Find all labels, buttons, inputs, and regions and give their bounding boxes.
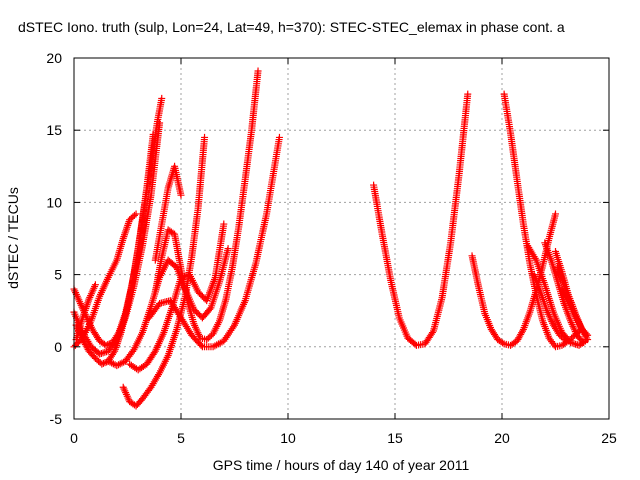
series-arc-4	[70, 210, 140, 351]
data-point	[584, 336, 592, 344]
series-arc-20	[558, 285, 592, 344]
series-arc-5	[72, 281, 99, 344]
data-point	[129, 347, 137, 355]
y-axis-label: dSTEC / TECUs	[5, 187, 21, 289]
data-point	[562, 337, 570, 345]
series-arc-11	[145, 133, 283, 351]
y-tick-label: 10	[46, 194, 62, 210]
series-arc-3	[72, 131, 157, 368]
x-tick-label: 20	[494, 430, 510, 446]
data-point	[224, 245, 232, 253]
data-point	[98, 360, 106, 368]
data-point	[115, 361, 123, 369]
data-point	[254, 67, 262, 75]
data-point	[275, 133, 283, 141]
data-point	[118, 359, 126, 367]
x-tick-label: 15	[387, 430, 403, 446]
x-tick-label: 0	[70, 430, 78, 446]
series-arc-16	[541, 239, 587, 346]
data-point	[104, 357, 112, 365]
data-point	[91, 281, 99, 289]
grid	[74, 58, 609, 419]
data-point	[578, 337, 586, 345]
data-point	[150, 349, 158, 357]
data-point	[106, 358, 114, 366]
data-point	[132, 210, 140, 218]
data-point	[561, 336, 569, 344]
data-point	[177, 191, 185, 199]
data-point	[220, 220, 228, 228]
plot-area	[70, 67, 592, 410]
chart-title: dSTEC Iono. truth (sulp, Lon=24, Lat=49,…	[18, 19, 565, 35]
data-point	[518, 327, 526, 335]
series-arc-12	[370, 90, 472, 349]
data-point	[201, 133, 209, 141]
data-point	[428, 329, 436, 337]
data-point	[552, 210, 559, 218]
series-arc-18	[530, 271, 570, 345]
data-point	[130, 211, 138, 219]
plot-frame	[73, 57, 610, 420]
data-point	[156, 119, 164, 127]
x-axis-label: GPS time / hours of day 140 of year 2011	[213, 457, 470, 473]
data-point	[102, 341, 110, 349]
data-point	[149, 131, 157, 139]
data-point	[108, 359, 116, 367]
data-point	[116, 360, 124, 368]
y-tick-label: 0	[54, 339, 62, 355]
series-arc-14	[500, 90, 585, 351]
data-point	[499, 339, 507, 347]
y-tick-label: 20	[46, 50, 62, 66]
x-tick-label: 25	[601, 430, 617, 446]
data-point	[550, 341, 558, 349]
axes: 0 5 10 15 20 25 -5 0 5 10 15 20	[46, 50, 617, 446]
y-tick-label: -5	[50, 411, 63, 427]
data-point	[464, 90, 472, 98]
data-point	[113, 362, 121, 370]
series-arc-10	[151, 162, 185, 264]
x-tick-label: 10	[280, 430, 296, 446]
data-point	[158, 94, 166, 102]
y-tick-label: 15	[46, 122, 62, 138]
y-tick-label: 5	[54, 267, 62, 283]
x-tick-label: 5	[177, 430, 185, 446]
data-point	[197, 341, 205, 349]
data-point	[109, 360, 117, 368]
data-point	[579, 338, 587, 346]
data-point	[583, 334, 591, 342]
data-point	[99, 359, 107, 367]
series-arc-9	[151, 67, 262, 344]
data-point	[110, 349, 118, 357]
